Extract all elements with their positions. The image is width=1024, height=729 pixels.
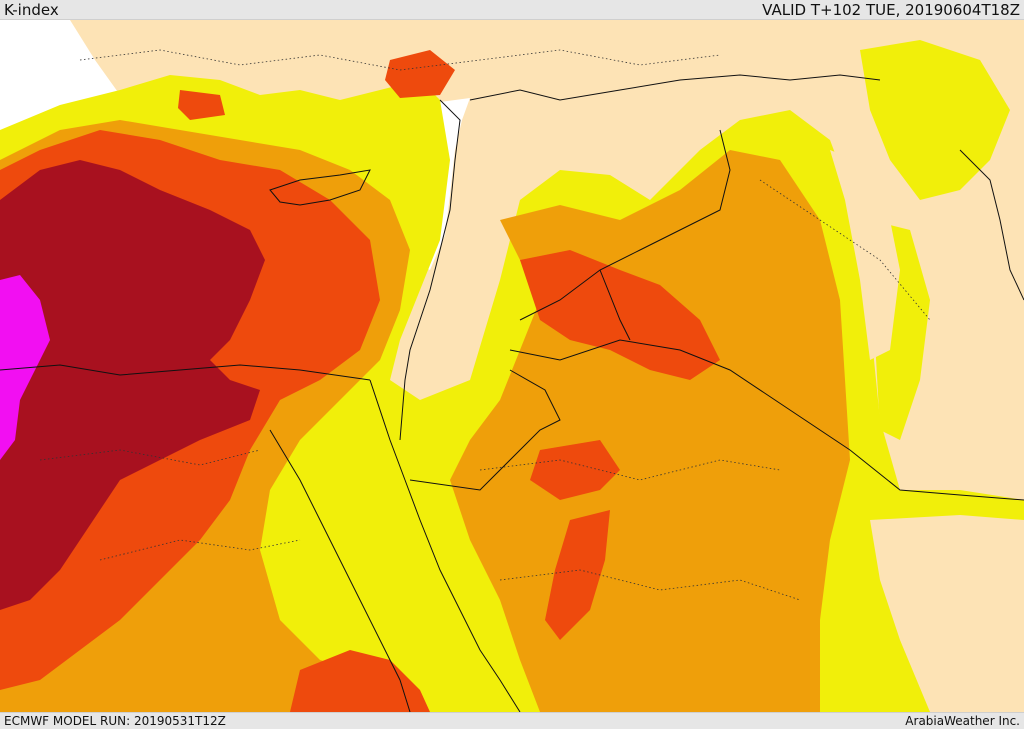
product-title: K-index xyxy=(4,0,59,19)
k-high-north-top xyxy=(385,50,455,98)
political-borders xyxy=(0,74,1024,712)
gulf-coast-east xyxy=(959,149,1024,301)
admin-line-egypt-2 xyxy=(99,539,301,561)
valid-time: VALID T+102 TUE, 20190604T18Z xyxy=(762,0,1020,19)
admin-line-iraq xyxy=(759,179,931,321)
coastline-levant xyxy=(399,99,461,441)
k-lowest-southeast xyxy=(870,515,1024,712)
coast-red-sea-west xyxy=(269,429,411,712)
provider-credit: ArabiaWeather Inc. xyxy=(905,713,1020,728)
cyprus-outline xyxy=(269,169,371,206)
admin-line-saudi-2 xyxy=(499,569,801,601)
coast-red-sea-east xyxy=(404,479,521,712)
admin-line-egypt-1 xyxy=(39,449,261,466)
border-syria-iraq xyxy=(519,129,731,321)
border-jordan-saudi xyxy=(509,339,1024,501)
k-low-ne-patch xyxy=(860,40,1010,200)
k-moderate-arabia xyxy=(450,150,850,712)
k-high-syria xyxy=(520,250,720,380)
admin-boundaries xyxy=(39,49,931,601)
k-high-egypt-south xyxy=(290,650,430,712)
k-index-map xyxy=(0,20,1024,712)
admin-line-turkey xyxy=(79,49,721,71)
k-very-high-core xyxy=(0,160,265,610)
header-bar: K-index VALID T+102 TUE, 20190604T18Z xyxy=(0,0,1024,20)
border-turkey-syria xyxy=(469,74,881,101)
border-jordan-east xyxy=(599,269,631,341)
footer-bar: ECMWF MODEL RUN: 20190531T12Z ArabiaWeat… xyxy=(0,712,1024,729)
k-high-nw-blob xyxy=(178,90,225,120)
model-run: ECMWF MODEL RUN: 20190531T12Z xyxy=(4,713,226,728)
k-lowest-east-gap xyxy=(830,150,900,360)
map-canvas xyxy=(0,20,1024,712)
border-egypt-north xyxy=(0,364,371,381)
k-high-arabia-south xyxy=(545,510,610,640)
k-high-arabia-center xyxy=(530,440,620,500)
border-sinai xyxy=(369,379,406,481)
border-jordan-south xyxy=(409,369,561,491)
